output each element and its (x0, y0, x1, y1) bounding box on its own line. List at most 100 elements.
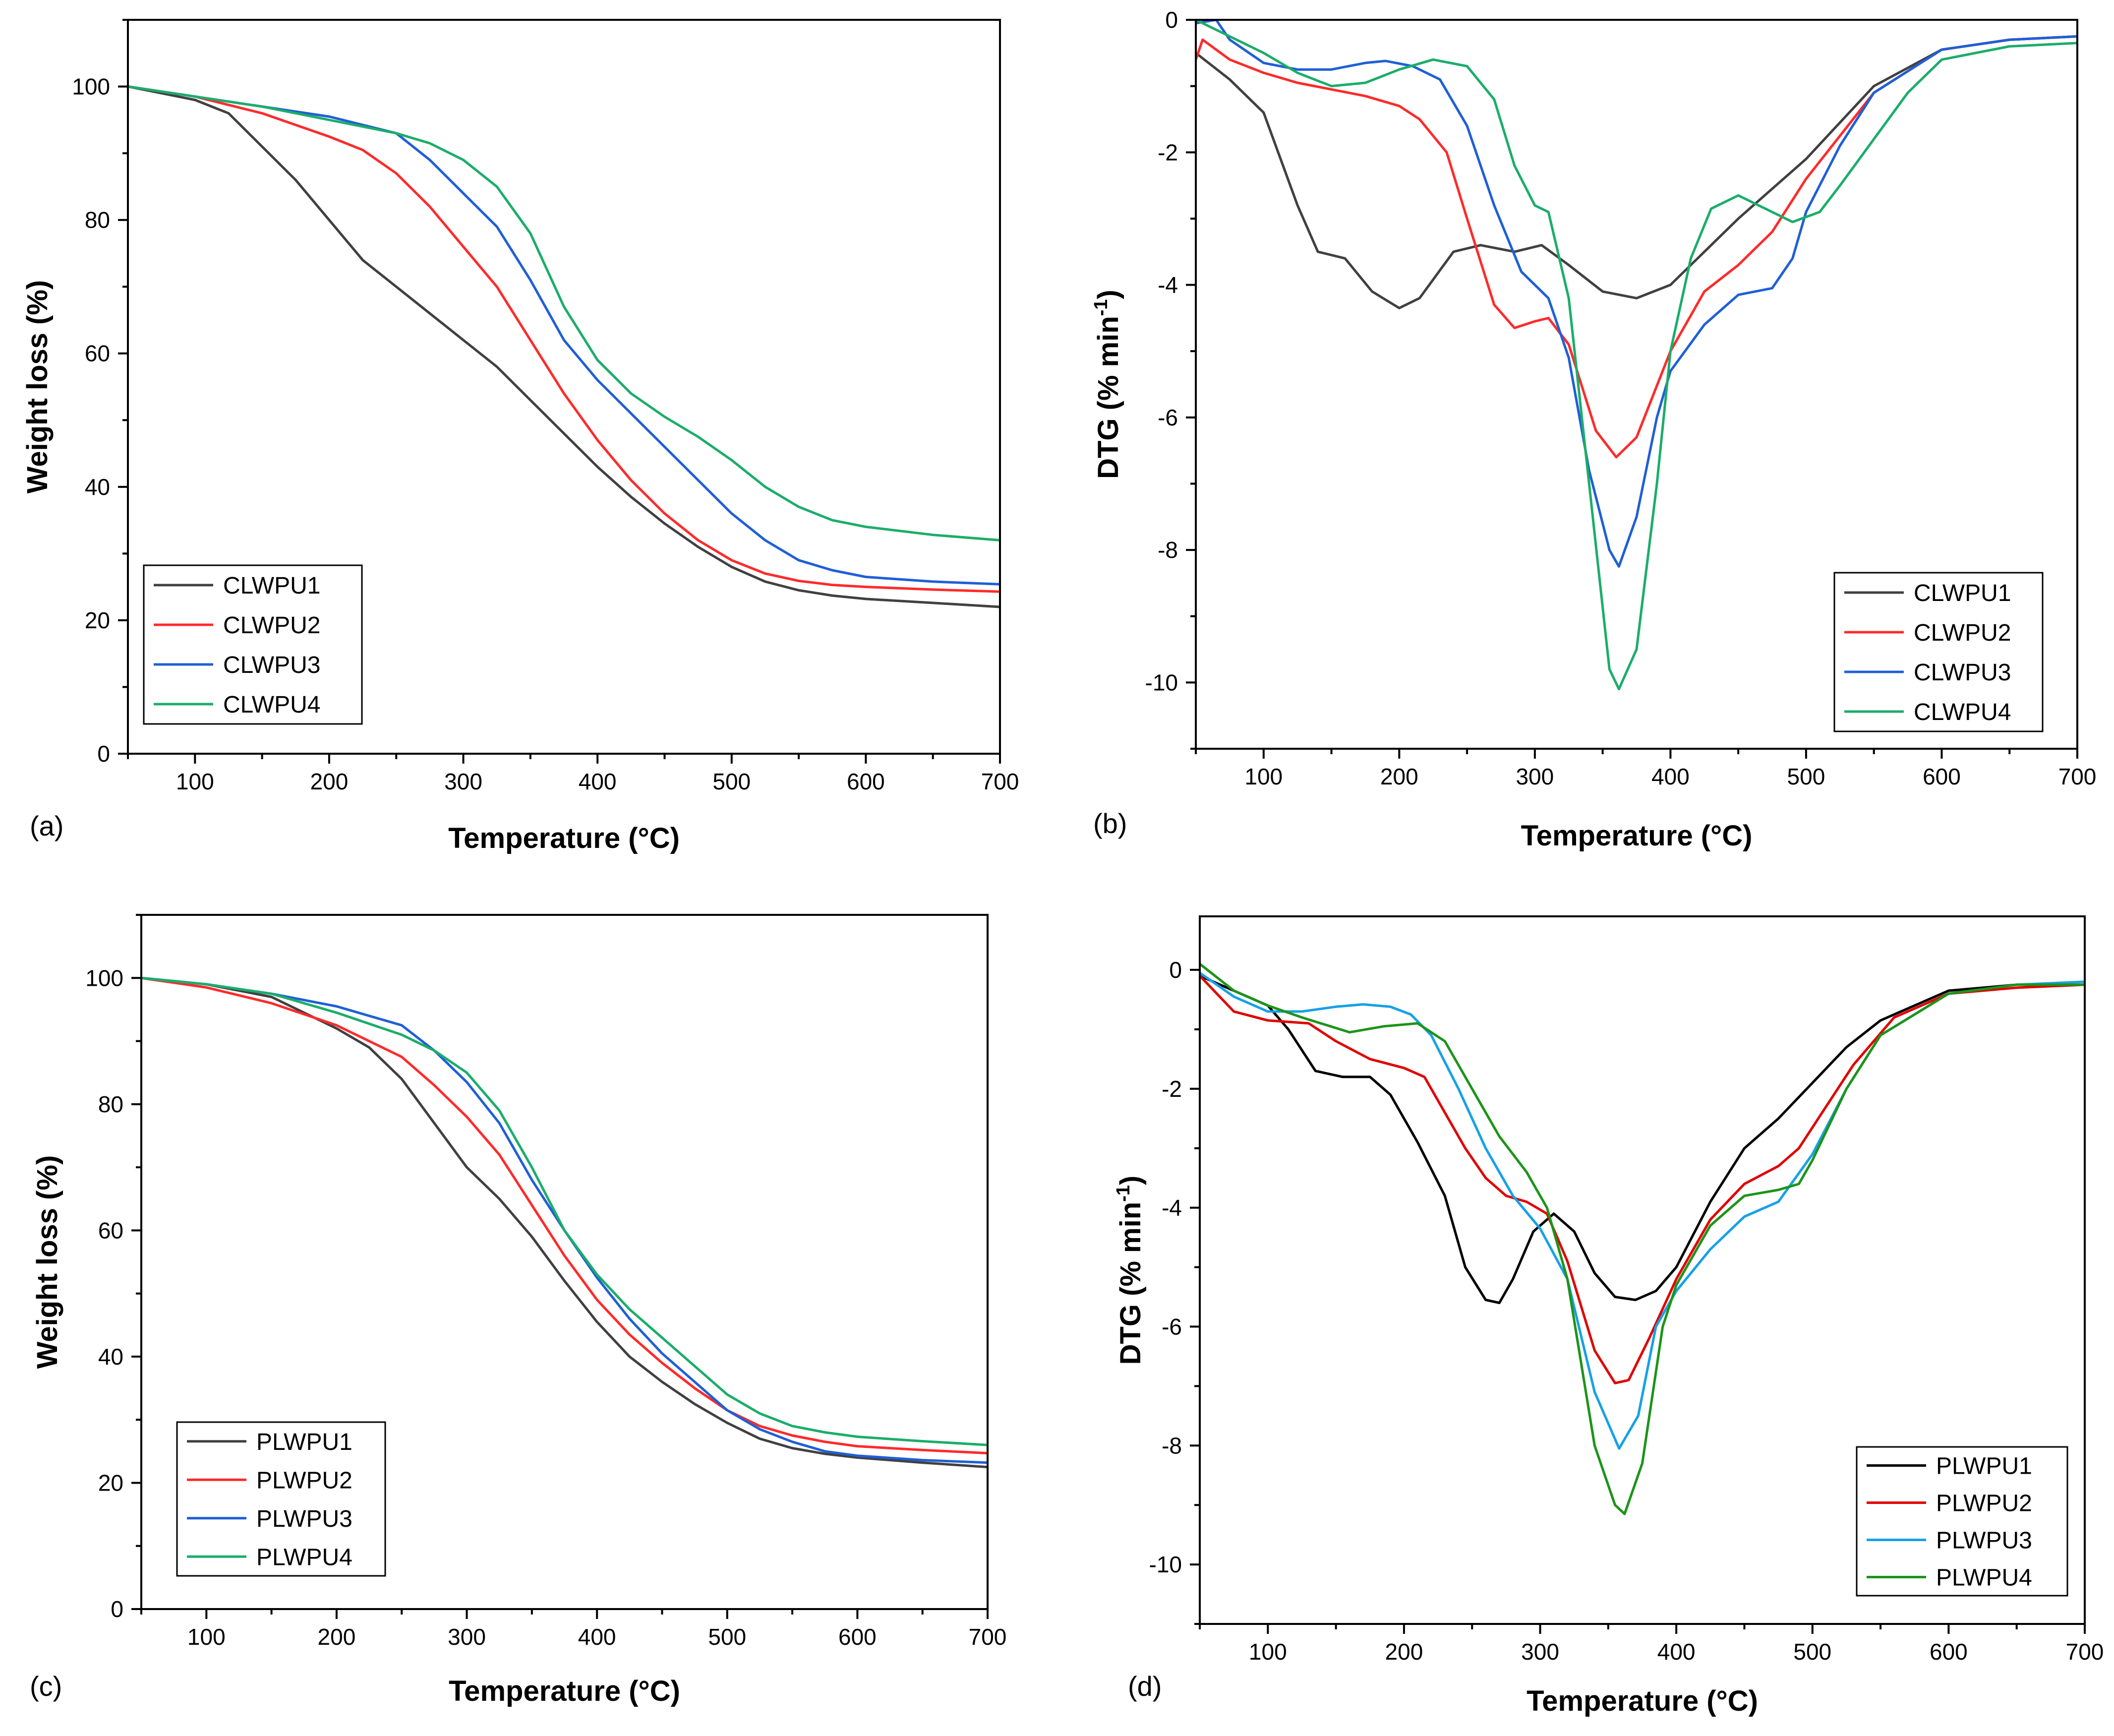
series-line-plwpu1 (141, 976, 988, 1469)
x-axis-label: Temperature (°C) (1527, 1685, 1758, 1717)
panel-3: 100 200 300 400 500 600 700 0 20 40 60 80 100 Tempera… (30, 914, 1006, 1707)
legend-entry-label: CLWPU2 (223, 612, 320, 639)
series-line-plwpu4 (1200, 962, 2085, 1515)
series-line-plwpu3 (1200, 971, 2085, 1450)
x-tick-label: 700 (2066, 1639, 2104, 1665)
plot-frame (127, 19, 1001, 755)
legend-entry-label: PLWPU3 (256, 1506, 352, 1532)
x-tick-label: 400 (578, 1624, 616, 1650)
y-tick-label: 60 (98, 1217, 123, 1243)
x-tick-label: 500 (708, 1624, 746, 1650)
x-tick-label: 100 (176, 769, 214, 794)
legend: PLWPU1 PLWPU2 PLWPU3 PLWPU4 (1856, 1446, 2068, 1597)
legend-entry-label: PLWPU4 (256, 1544, 352, 1570)
x-tick-label: 500 (712, 769, 751, 794)
y-tick-label: 0 (111, 1596, 123, 1622)
y-axis-label: DTG (% min-1) (1091, 290, 1124, 479)
series-line-clwpu2 (1196, 35, 2077, 459)
y-tick-label: -4 (1162, 1195, 1182, 1221)
legend-box (1856, 1446, 2068, 1597)
plot-frame (1195, 19, 2078, 750)
series-line-clwpu3 (128, 85, 1000, 586)
legend-entry-label: PLWPU3 (1936, 1528, 2032, 1554)
x-tick-label: 700 (981, 769, 1019, 794)
panel-label: (c) (30, 1671, 62, 1702)
legend-entry-label: PLWPU2 (256, 1467, 352, 1494)
legend-entry-label: PLWPU2 (1936, 1491, 2032, 1517)
series-line-plwpu3 (141, 976, 988, 1464)
x-tick-label: 700 (2058, 764, 2097, 789)
x-axis-label: Temperature (°C) (1521, 820, 1753, 852)
y-tick-label: 100 (72, 74, 110, 100)
panel-label: (d) (1128, 1671, 1162, 1702)
series-line-clwpu3 (1196, 20, 2077, 568)
legend-entry-label: CLWPU2 (1914, 620, 2011, 646)
legend-entry-label: CLWPU4 (223, 692, 320, 718)
series-line-plwpu2 (141, 976, 988, 1455)
y-axis-label: Weight loss (%) (31, 1155, 63, 1369)
x-tick-label: 600 (1923, 764, 1961, 789)
panel-4: 100 200 300 400 500 600 700 0 -2 -4 -6 -8 -10 Tempera… (1113, 915, 2104, 1717)
y-tick-label: -4 (1158, 272, 1178, 298)
y-tick-label: 20 (85, 607, 110, 633)
legend: PLWPU1 PLWPU2 PLWPU3 PLWPU4 (176, 1421, 386, 1577)
series-line-plwpu1 (1200, 974, 2085, 1304)
panel-1: 100 200 300 400 500 600 700 0 20 40 60 80 100 Tempera… (21, 19, 1019, 854)
y-tick-label: 0 (97, 741, 110, 767)
y-tick-label: 80 (98, 1091, 123, 1117)
x-tick-label: 200 (1385, 1639, 1423, 1665)
panel-label: (b) (1093, 808, 1127, 839)
x-axis-label: Temperature (°C) (449, 1675, 680, 1707)
series-line-plwpu4 (141, 976, 988, 1446)
y-tick-label: 20 (98, 1470, 123, 1496)
x-tick-label: 200 (310, 769, 349, 794)
panel-label: (a) (30, 810, 63, 841)
legend-entry-label: CLWPU3 (223, 652, 320, 678)
x-tick-label: 100 (1244, 764, 1283, 789)
series-line-clwpu4 (128, 85, 1000, 541)
x-tick-label: 500 (1787, 764, 1825, 789)
x-tick-label: 300 (1516, 764, 1554, 789)
legend-entry-label: CLWPU4 (1914, 699, 2011, 725)
y-axis-label: DTG (% min-1) (1113, 1176, 1147, 1365)
x-tick-label: 400 (1657, 1639, 1696, 1665)
x-tick-label: 300 (1521, 1639, 1559, 1665)
series-line-plwpu2 (1200, 974, 2085, 1384)
y-tick-label: 100 (85, 965, 123, 991)
series-line-clwpu1 (1196, 35, 2077, 309)
series-line-clwpu4 (1196, 20, 2077, 691)
y-tick-label: -8 (1162, 1433, 1182, 1458)
legend-entry-label: PLWPU1 (1936, 1453, 2032, 1480)
legend-box (176, 1421, 386, 1577)
y-tick-label: -6 (1162, 1314, 1182, 1339)
x-tick-label: 100 (1249, 1639, 1287, 1665)
plot-frame (140, 914, 989, 1610)
series-line-clwpu1 (128, 85, 1000, 608)
y-tick-label: 60 (85, 341, 110, 366)
legend-entry-label: CLWPU3 (1914, 659, 2011, 686)
y-tick-label: 40 (98, 1344, 123, 1370)
y-tick-label: -6 (1158, 405, 1178, 430)
plot-frame (1199, 915, 2086, 1625)
y-tick-label: -2 (1162, 1076, 1182, 1102)
legend-entry-label: CLWPU1 (223, 573, 320, 599)
legend: CLWPU1 CLWPU2 CLWPU3 CLWPU4 (1833, 572, 2044, 732)
x-tick-label: 300 (444, 769, 482, 794)
x-tick-label: 200 (318, 1624, 356, 1650)
y-tick-label: -2 (1158, 139, 1178, 165)
legend-entry-label: PLWPU1 (256, 1429, 352, 1455)
x-tick-label: 600 (1930, 1639, 1968, 1665)
x-axis-label: Temperature (°C) (448, 822, 680, 854)
x-tick-label: 500 (1793, 1639, 1831, 1665)
x-tick-label: 600 (838, 1624, 877, 1650)
legend-entry-label: PLWPU4 (1936, 1565, 2032, 1591)
series-line-clwpu2 (128, 85, 1000, 593)
y-tick-label: 0 (1169, 957, 1182, 983)
x-tick-label: 600 (847, 769, 885, 794)
x-tick-label: 100 (187, 1624, 226, 1650)
legend: CLWPU1 CLWPU2 CLWPU3 CLWPU4 (143, 564, 363, 725)
y-tick-label: -10 (1145, 669, 1178, 695)
y-tick-label: 40 (85, 474, 110, 500)
y-tick-label: -8 (1158, 537, 1178, 563)
